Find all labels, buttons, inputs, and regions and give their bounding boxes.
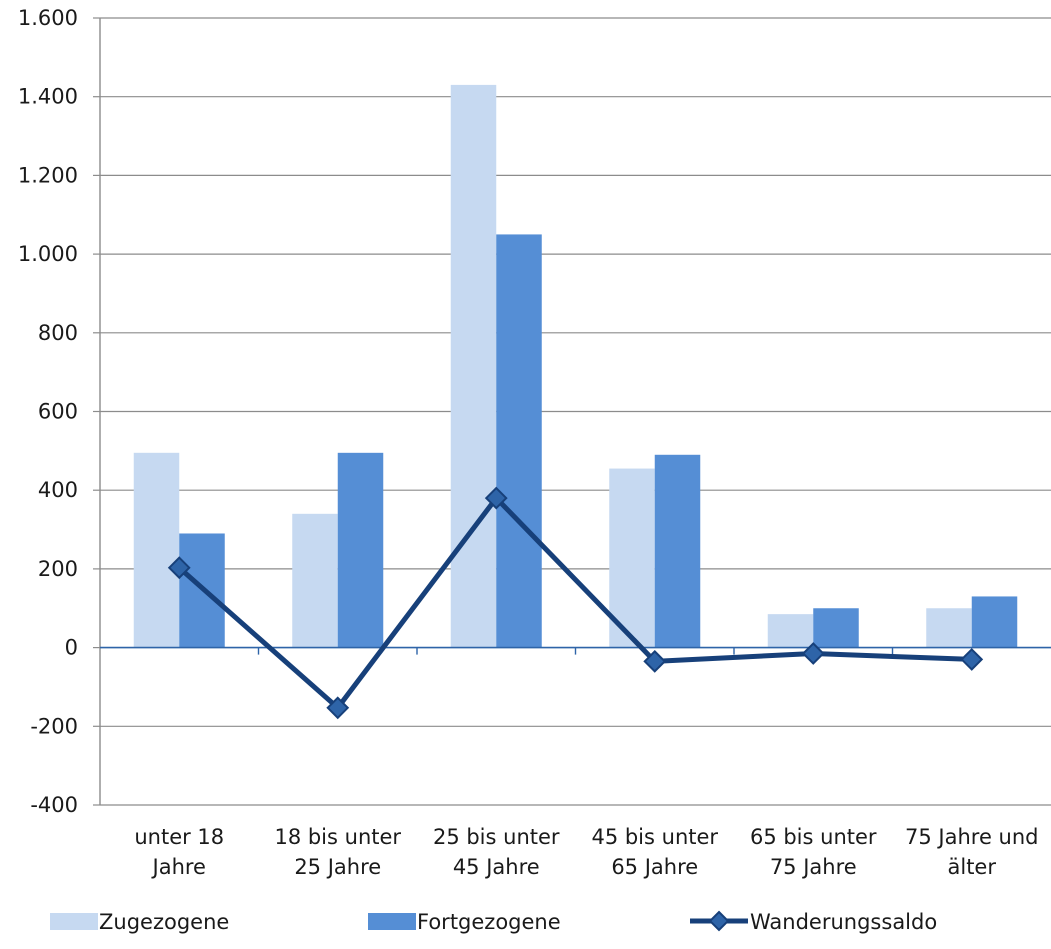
x-category-label: 45 Jahre (453, 855, 540, 879)
x-category-label: 45 bis unter (591, 825, 718, 849)
y-axis-ticks: -400 -200 0 200 400 600 800 1.000 1.200 1.400 1.60… (18, 6, 100, 817)
saldo-marker (960, 647, 984, 671)
saldo-marker (484, 486, 508, 510)
legend-swatch-fortgezogene (368, 913, 416, 930)
bar-fortgezogene (813, 608, 859, 648)
bar-fortgezogene (971, 596, 1018, 648)
x-category-label: älter (948, 855, 997, 879)
bar-zugezogene (450, 84, 497, 648)
gridlines (100, 17, 1051, 806)
legend-marker (708, 910, 730, 932)
x-category-label: 75 Jahre und (905, 825, 1039, 849)
bar-zugezogene (926, 608, 972, 648)
saldo-marker (167, 556, 191, 580)
x-category-label: 65 bis unter (750, 825, 877, 849)
bar-fortgezogene (654, 454, 701, 648)
y-tick-label: 1.400 (18, 85, 78, 109)
x-category-label: 18 bis unter (274, 825, 401, 849)
x-category-label: 65 Jahre (611, 855, 698, 879)
bars (133, 84, 1018, 648)
y-tick-label: -200 (30, 714, 78, 738)
legend-swatch-zugezogene (50, 913, 98, 930)
saldo-marker (801, 642, 825, 665)
y-tick-label: -400 (30, 793, 78, 817)
y-tick-label: 400 (38, 478, 78, 502)
y-tick-label: 1.000 (18, 242, 78, 266)
bar-zugezogene (292, 513, 338, 648)
line-wanderungssaldo (177, 495, 972, 711)
y-tick-label: 200 (38, 557, 78, 581)
saldo-marker (643, 649, 667, 673)
bar-fortgezogene (337, 452, 384, 648)
saldo-line (167, 486, 984, 720)
x-category-label: unter 18 (134, 825, 224, 849)
legend: Zugezogene Fortgezogene Wanderungssaldo (50, 910, 937, 934)
x-category-label: 75 Jahre (770, 855, 857, 879)
y-tick-label: 600 (38, 400, 78, 424)
x-axis-labels: unter 18 Jahre 18 bis unter 25 Jahre 25 bis … (134, 825, 1038, 879)
legend-label: Fortgezogene (417, 910, 561, 934)
bar-zugezogene (133, 452, 180, 648)
saldo-marker (326, 696, 350, 720)
legend-label: Zugezogene (99, 910, 229, 934)
x-category-label: Jahre (151, 855, 206, 879)
bar-fortgezogene (496, 234, 542, 648)
legend-label: Wanderungssaldo (750, 910, 937, 934)
y-tick-label: 1.200 (18, 163, 78, 187)
bar-zugezogene (609, 468, 655, 648)
y-tick-label: 0 (65, 636, 78, 660)
x-category-label: 25 bis unter (433, 825, 560, 849)
x-category-label: 25 Jahre (294, 855, 381, 879)
bar-zugezogene (767, 614, 814, 648)
y-tick-label: 800 (38, 321, 78, 345)
y-tick-label: 1.600 (18, 6, 78, 30)
